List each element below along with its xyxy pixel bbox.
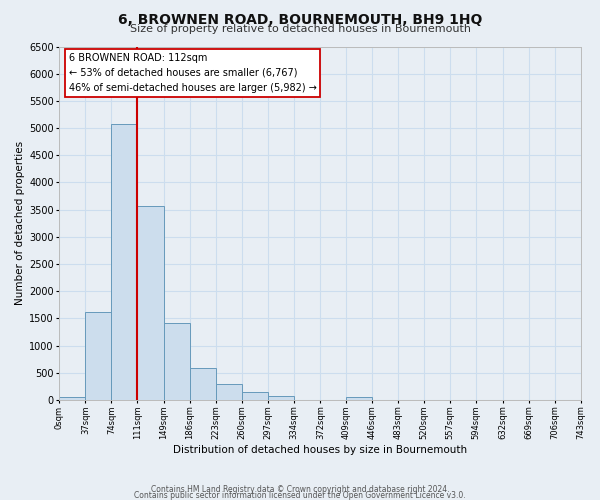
Bar: [242, 392, 268, 400]
X-axis label: Distribution of detached houses by size in Bournemouth: Distribution of detached houses by size …: [173, 445, 467, 455]
Bar: [216, 384, 242, 400]
Bar: [346, 397, 372, 400]
Bar: [137, 206, 164, 400]
Bar: [85, 312, 112, 400]
Bar: [164, 323, 190, 400]
Bar: [112, 124, 137, 400]
Text: Contains HM Land Registry data © Crown copyright and database right 2024.: Contains HM Land Registry data © Crown c…: [151, 485, 449, 494]
Bar: [59, 397, 85, 400]
Text: Contains public sector information licensed under the Open Government Licence v3: Contains public sector information licen…: [134, 490, 466, 500]
Y-axis label: Number of detached properties: Number of detached properties: [15, 141, 25, 306]
Bar: [190, 368, 216, 400]
Text: 6 BROWNEN ROAD: 112sqm
← 53% of detached houses are smaller (6,767)
46% of semi-: 6 BROWNEN ROAD: 112sqm ← 53% of detached…: [68, 53, 316, 92]
Bar: [268, 396, 293, 400]
Text: Size of property relative to detached houses in Bournemouth: Size of property relative to detached ho…: [130, 24, 470, 34]
Text: 6, BROWNEN ROAD, BOURNEMOUTH, BH9 1HQ: 6, BROWNEN ROAD, BOURNEMOUTH, BH9 1HQ: [118, 12, 482, 26]
